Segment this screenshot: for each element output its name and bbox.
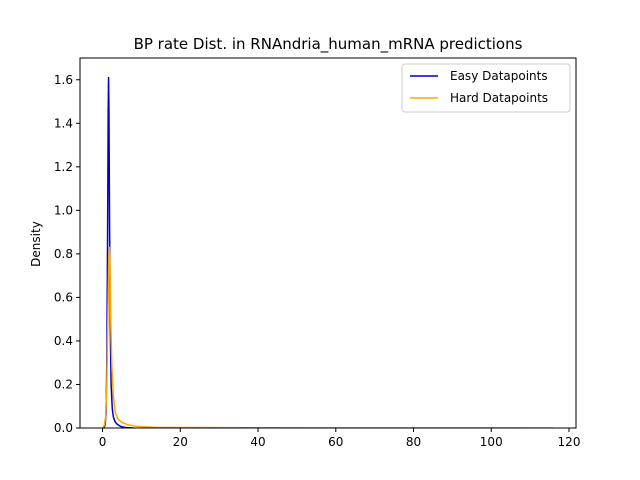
series-line-easy-datapoints xyxy=(102,76,134,428)
x-axis-ticks: 0 20 40 60 80 100 120 xyxy=(99,428,581,449)
y-tick-label: 1.4 xyxy=(54,116,73,130)
x-tick-label: 0 xyxy=(99,435,107,449)
legend-label-easy-datapoints: Easy Datapoints xyxy=(450,69,548,83)
x-tick-label: 20 xyxy=(173,435,188,449)
y-axis-label: Density xyxy=(29,221,43,267)
legend-box xyxy=(401,63,571,113)
x-tick-label: 120 xyxy=(558,435,581,449)
y-tick-label: 0.4 xyxy=(54,334,73,348)
y-tick-label: 0.2 xyxy=(54,377,73,391)
y-tick-label: 0.8 xyxy=(54,247,73,261)
x-tick-label: 80 xyxy=(406,435,421,449)
chart-title: BP rate Dist. in RNAndria_human_mRNA pre… xyxy=(134,35,523,54)
y-tick-label: 0.6 xyxy=(54,290,73,304)
series-layer xyxy=(101,76,554,428)
series-line-hard-datapoints xyxy=(101,246,554,428)
legend-label-hard-datapoints: Hard Datapoints xyxy=(450,91,548,105)
y-tick-label: 0.0 xyxy=(54,421,73,435)
y-tick-label: 1.2 xyxy=(54,160,73,174)
legend: Easy Datapoints Hard Datapoints xyxy=(401,63,571,113)
y-tick-label: 1.0 xyxy=(54,203,73,217)
x-tick-label: 40 xyxy=(250,435,265,449)
plot-area xyxy=(101,76,554,428)
x-tick-label: 100 xyxy=(480,435,503,449)
plot-frame xyxy=(79,57,577,429)
x-tick-label: 60 xyxy=(328,435,343,449)
y-tick-label: 1.6 xyxy=(54,73,73,87)
y-axis-ticks: 0.0 0.2 0.4 0.6 0.8 1.0 1.2 1.4 1.6 xyxy=(54,73,80,435)
